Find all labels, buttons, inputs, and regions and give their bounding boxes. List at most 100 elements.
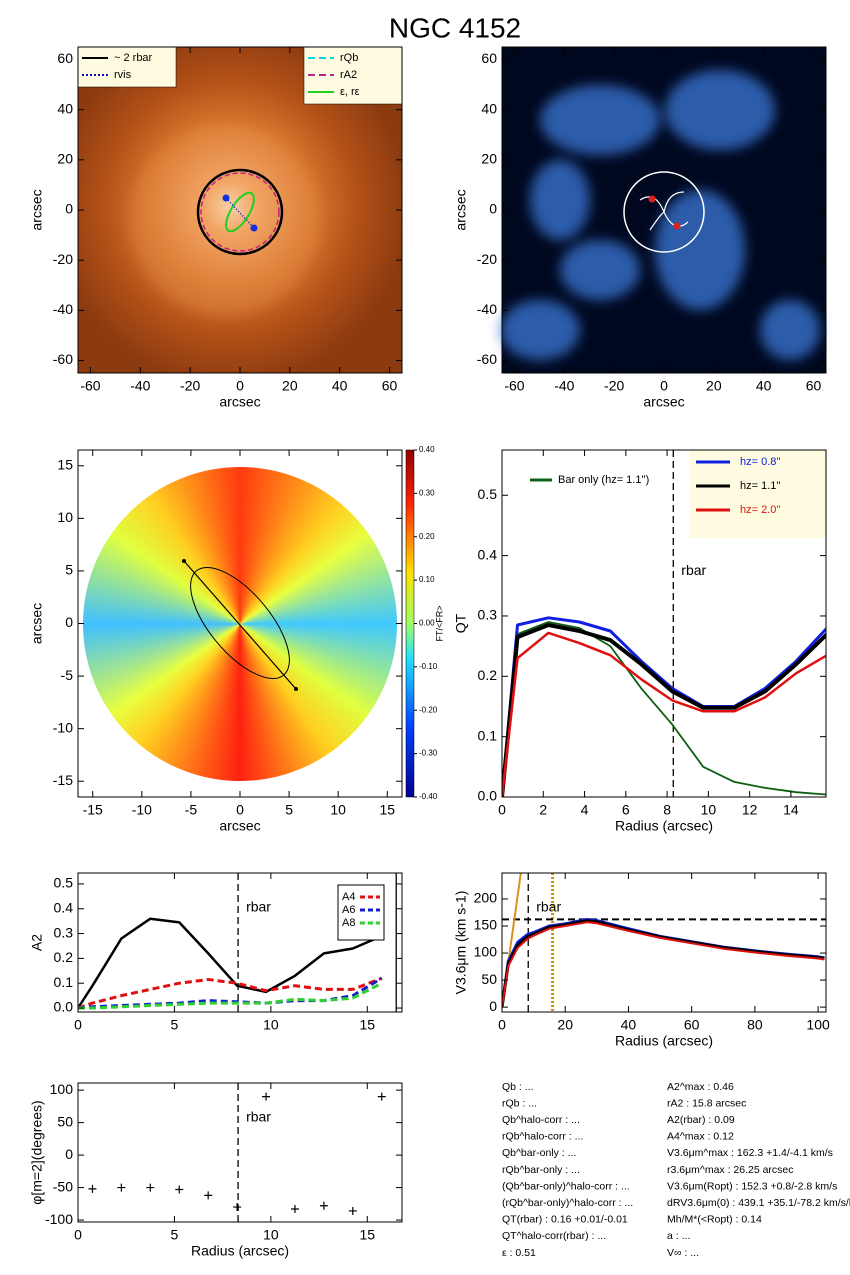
- x-tick-label: 2: [539, 802, 547, 818]
- data-point: [146, 1183, 155, 1192]
- x-tick-label: 15: [359, 1227, 375, 1243]
- y-tick-label: 0.5: [54, 875, 74, 891]
- y-axis-label: V3.6μm (km s-1): [453, 891, 469, 995]
- y-tick-label: 0: [489, 998, 497, 1014]
- plot-area: rbar: [502, 873, 826, 1012]
- y-axis-label: arcsec: [29, 603, 45, 644]
- parameter: Qb^halo-corr : ...: [502, 1114, 580, 1126]
- x-axis-label: arcsec: [219, 394, 260, 410]
- parameter: V3.6μm(Ropt) : 152.3 +0.8/-2.8 km/s: [667, 1180, 837, 1192]
- x-tick-label: 10: [330, 802, 346, 818]
- x-tick-label: 40: [621, 1017, 637, 1033]
- force-map: [83, 467, 397, 781]
- data-line: [502, 919, 825, 1008]
- data-point: [88, 1184, 97, 1193]
- parameter: a : ...: [667, 1230, 690, 1242]
- parameter: Mh/M*(<Ropt) : 0.14: [667, 1214, 762, 1226]
- x-tick-label: 14: [783, 802, 799, 818]
- y-tick-label: -20: [477, 251, 497, 267]
- data-line: [502, 921, 825, 1008]
- parameter: rQb : ...: [502, 1097, 537, 1109]
- y-tick-label: 50: [481, 971, 497, 987]
- y-tick-label: 200: [474, 890, 498, 906]
- parameter: ε : 0.51: [502, 1247, 536, 1259]
- y-tick-label: 150: [474, 917, 498, 933]
- y-axis-label: arcsec: [453, 189, 469, 230]
- legend-box: [77, 46, 177, 88]
- y-tick-label: -40: [477, 301, 497, 317]
- x-tick-label: 60: [382, 378, 398, 394]
- legend-label: hz= 1.1'': [740, 480, 781, 492]
- data-point: [319, 1201, 328, 1210]
- y-tick-label: 5: [65, 562, 73, 578]
- legend-label: hz= 2.0'': [740, 504, 781, 516]
- y-tick-label: 0.3: [54, 924, 74, 940]
- x-tick-label: 15: [359, 1017, 375, 1033]
- y-tick-label: 0.3: [478, 607, 498, 623]
- x-tick-label: 5: [171, 1227, 179, 1243]
- y-tick-label: 0.4: [478, 546, 498, 562]
- y-axis-label: arcsec: [29, 189, 45, 230]
- y-tick-label: 0.2: [478, 667, 498, 683]
- x-tick-label: 60: [684, 1017, 700, 1033]
- residual-image: [500, 47, 826, 373]
- y-tick-label: 10: [57, 509, 73, 525]
- y-tick-label: 0: [489, 201, 497, 217]
- parameter: Qb : ...: [502, 1081, 534, 1093]
- data-line: [502, 918, 825, 1008]
- x-tick-label: -40: [130, 378, 150, 394]
- colorbar-tick-label: 0.20: [419, 532, 435, 541]
- y-tick-label: 40: [57, 100, 73, 116]
- x-tick-label: 20: [557, 1017, 573, 1033]
- y-tick-label: 50: [57, 1113, 73, 1129]
- reference-label: rbar: [246, 898, 271, 914]
- reference-label: rbar: [681, 562, 706, 578]
- axes-frame: [501, 449, 827, 798]
- parameter: Qb^bar-only : ...: [502, 1147, 576, 1159]
- x-tick-label: 0: [74, 1017, 82, 1033]
- parameter: rQb^halo-corr : ...: [502, 1131, 583, 1143]
- colorbar-tick-label: -0.40: [419, 792, 438, 801]
- y-tick-label: -60: [53, 351, 73, 367]
- legend-label: A6: [342, 904, 355, 916]
- data-point: [204, 1191, 213, 1200]
- reference-label: rbar: [536, 898, 561, 914]
- x-tick-label: 20: [706, 378, 722, 394]
- y-tick-label: 0: [65, 201, 73, 217]
- y-axis-label: A2: [29, 934, 45, 951]
- y-tick-label: 40: [481, 100, 497, 116]
- x-tick-label: 60: [806, 378, 822, 394]
- x-tick-label: 0: [236, 378, 244, 394]
- x-tick-label: 20: [282, 378, 298, 394]
- y-tick-label: 100: [50, 1081, 74, 1097]
- axes-frame: [77, 872, 403, 1013]
- x-axis-label: Radius (arcsec): [615, 1033, 713, 1049]
- legend-box: [337, 884, 385, 941]
- x-axis-label: arcsec: [219, 818, 260, 834]
- x-tick-label: 0: [498, 802, 506, 818]
- data-point: [290, 1205, 299, 1214]
- x-tick-label: 5: [171, 1017, 179, 1033]
- y-tick-label: 0.1: [54, 974, 74, 990]
- legend-label: A8: [342, 917, 355, 929]
- parameter: r3.6μm^max : 26.25 arcsec: [667, 1164, 794, 1176]
- legend-box: [690, 450, 826, 538]
- axes-frame: [501, 46, 827, 374]
- parameter: (Qb^bar-only)^halo-corr : ...: [502, 1180, 630, 1192]
- x-tick-label: 5: [285, 802, 293, 818]
- data-line: [502, 631, 826, 797]
- y-tick-label: 60: [57, 50, 73, 66]
- parameter: V∞ : ...: [667, 1247, 699, 1259]
- x-tick-label: 0: [74, 1227, 82, 1243]
- figure-title: NGC 4152: [389, 12, 521, 43]
- parameter: rA2 : 15.8 arcsec: [667, 1097, 746, 1109]
- x-tick-label: -5: [185, 802, 198, 818]
- x-tick-label: 8: [663, 802, 671, 818]
- data-line: [78, 917, 383, 1009]
- x-tick-label: -10: [132, 802, 152, 818]
- y-tick-label: -60: [477, 351, 497, 367]
- plot-area: rbar: [502, 450, 826, 797]
- x-tick-label: 15: [379, 802, 395, 818]
- y-tick-label: 15: [57, 456, 73, 472]
- legend-label: rA2: [340, 69, 357, 81]
